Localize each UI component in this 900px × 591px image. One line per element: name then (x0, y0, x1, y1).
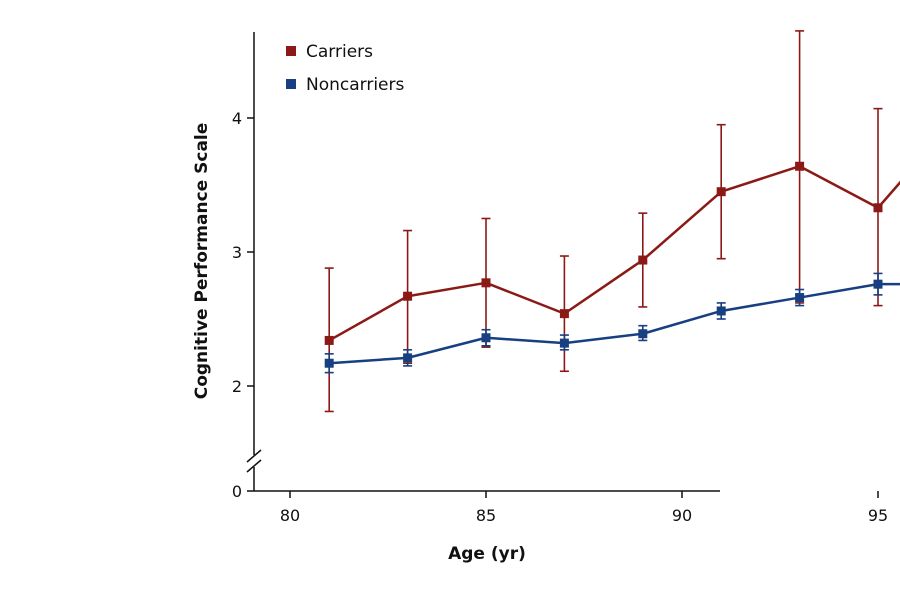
series-line (328, 164, 900, 342)
data-point (403, 291, 413, 301)
data-point (873, 203, 883, 213)
data-point (324, 335, 334, 345)
legend: Carriers Noncarriers (286, 42, 405, 95)
data-point (638, 255, 648, 265)
data-point (873, 279, 883, 289)
x-tick-label: 85 (476, 506, 496, 525)
legend-label: Carriers (306, 42, 373, 62)
x-tick-label: 95 (868, 506, 888, 525)
data-point (559, 338, 569, 348)
data-point (716, 306, 726, 316)
axis-break-slash (246, 459, 262, 473)
x-tick-label: 90 (672, 506, 692, 525)
data-point (716, 187, 726, 197)
series-layer (324, 30, 900, 413)
legend-swatch (286, 46, 296, 56)
data-point (403, 353, 413, 363)
data-point (559, 309, 569, 319)
x-axis-title: Age (yr) (448, 544, 526, 564)
legend-item-noncarriers: Noncarriers (286, 75, 405, 95)
data-point (638, 329, 648, 339)
y-axis-title: Cognitive Performance Scale (192, 123, 212, 400)
axis-break-slash (246, 449, 262, 463)
y-ticks: 0 2 3 4 (232, 109, 254, 501)
legend-swatch (286, 79, 296, 89)
series-carriers (324, 30, 900, 413)
data-point (795, 293, 805, 303)
y-axis-break-mark (246, 449, 262, 473)
axis-break-gap (246, 455, 262, 467)
y-tick-label: 3 (232, 243, 242, 262)
series-noncarriers (324, 272, 900, 374)
data-point (795, 161, 805, 171)
data-point (481, 333, 491, 343)
data-point (481, 278, 491, 288)
series-line (329, 282, 900, 365)
y-tick-label: 4 (232, 109, 242, 128)
x-ticks: 80859095100 (280, 491, 888, 525)
legend-label: Noncarriers (306, 75, 405, 95)
legend-item-carriers: Carriers (286, 42, 373, 62)
data-point (324, 358, 334, 368)
y-tick-label: 2 (232, 377, 242, 396)
x-tick-label: 80 (280, 506, 300, 525)
y-tick-label: 0 (232, 482, 242, 501)
